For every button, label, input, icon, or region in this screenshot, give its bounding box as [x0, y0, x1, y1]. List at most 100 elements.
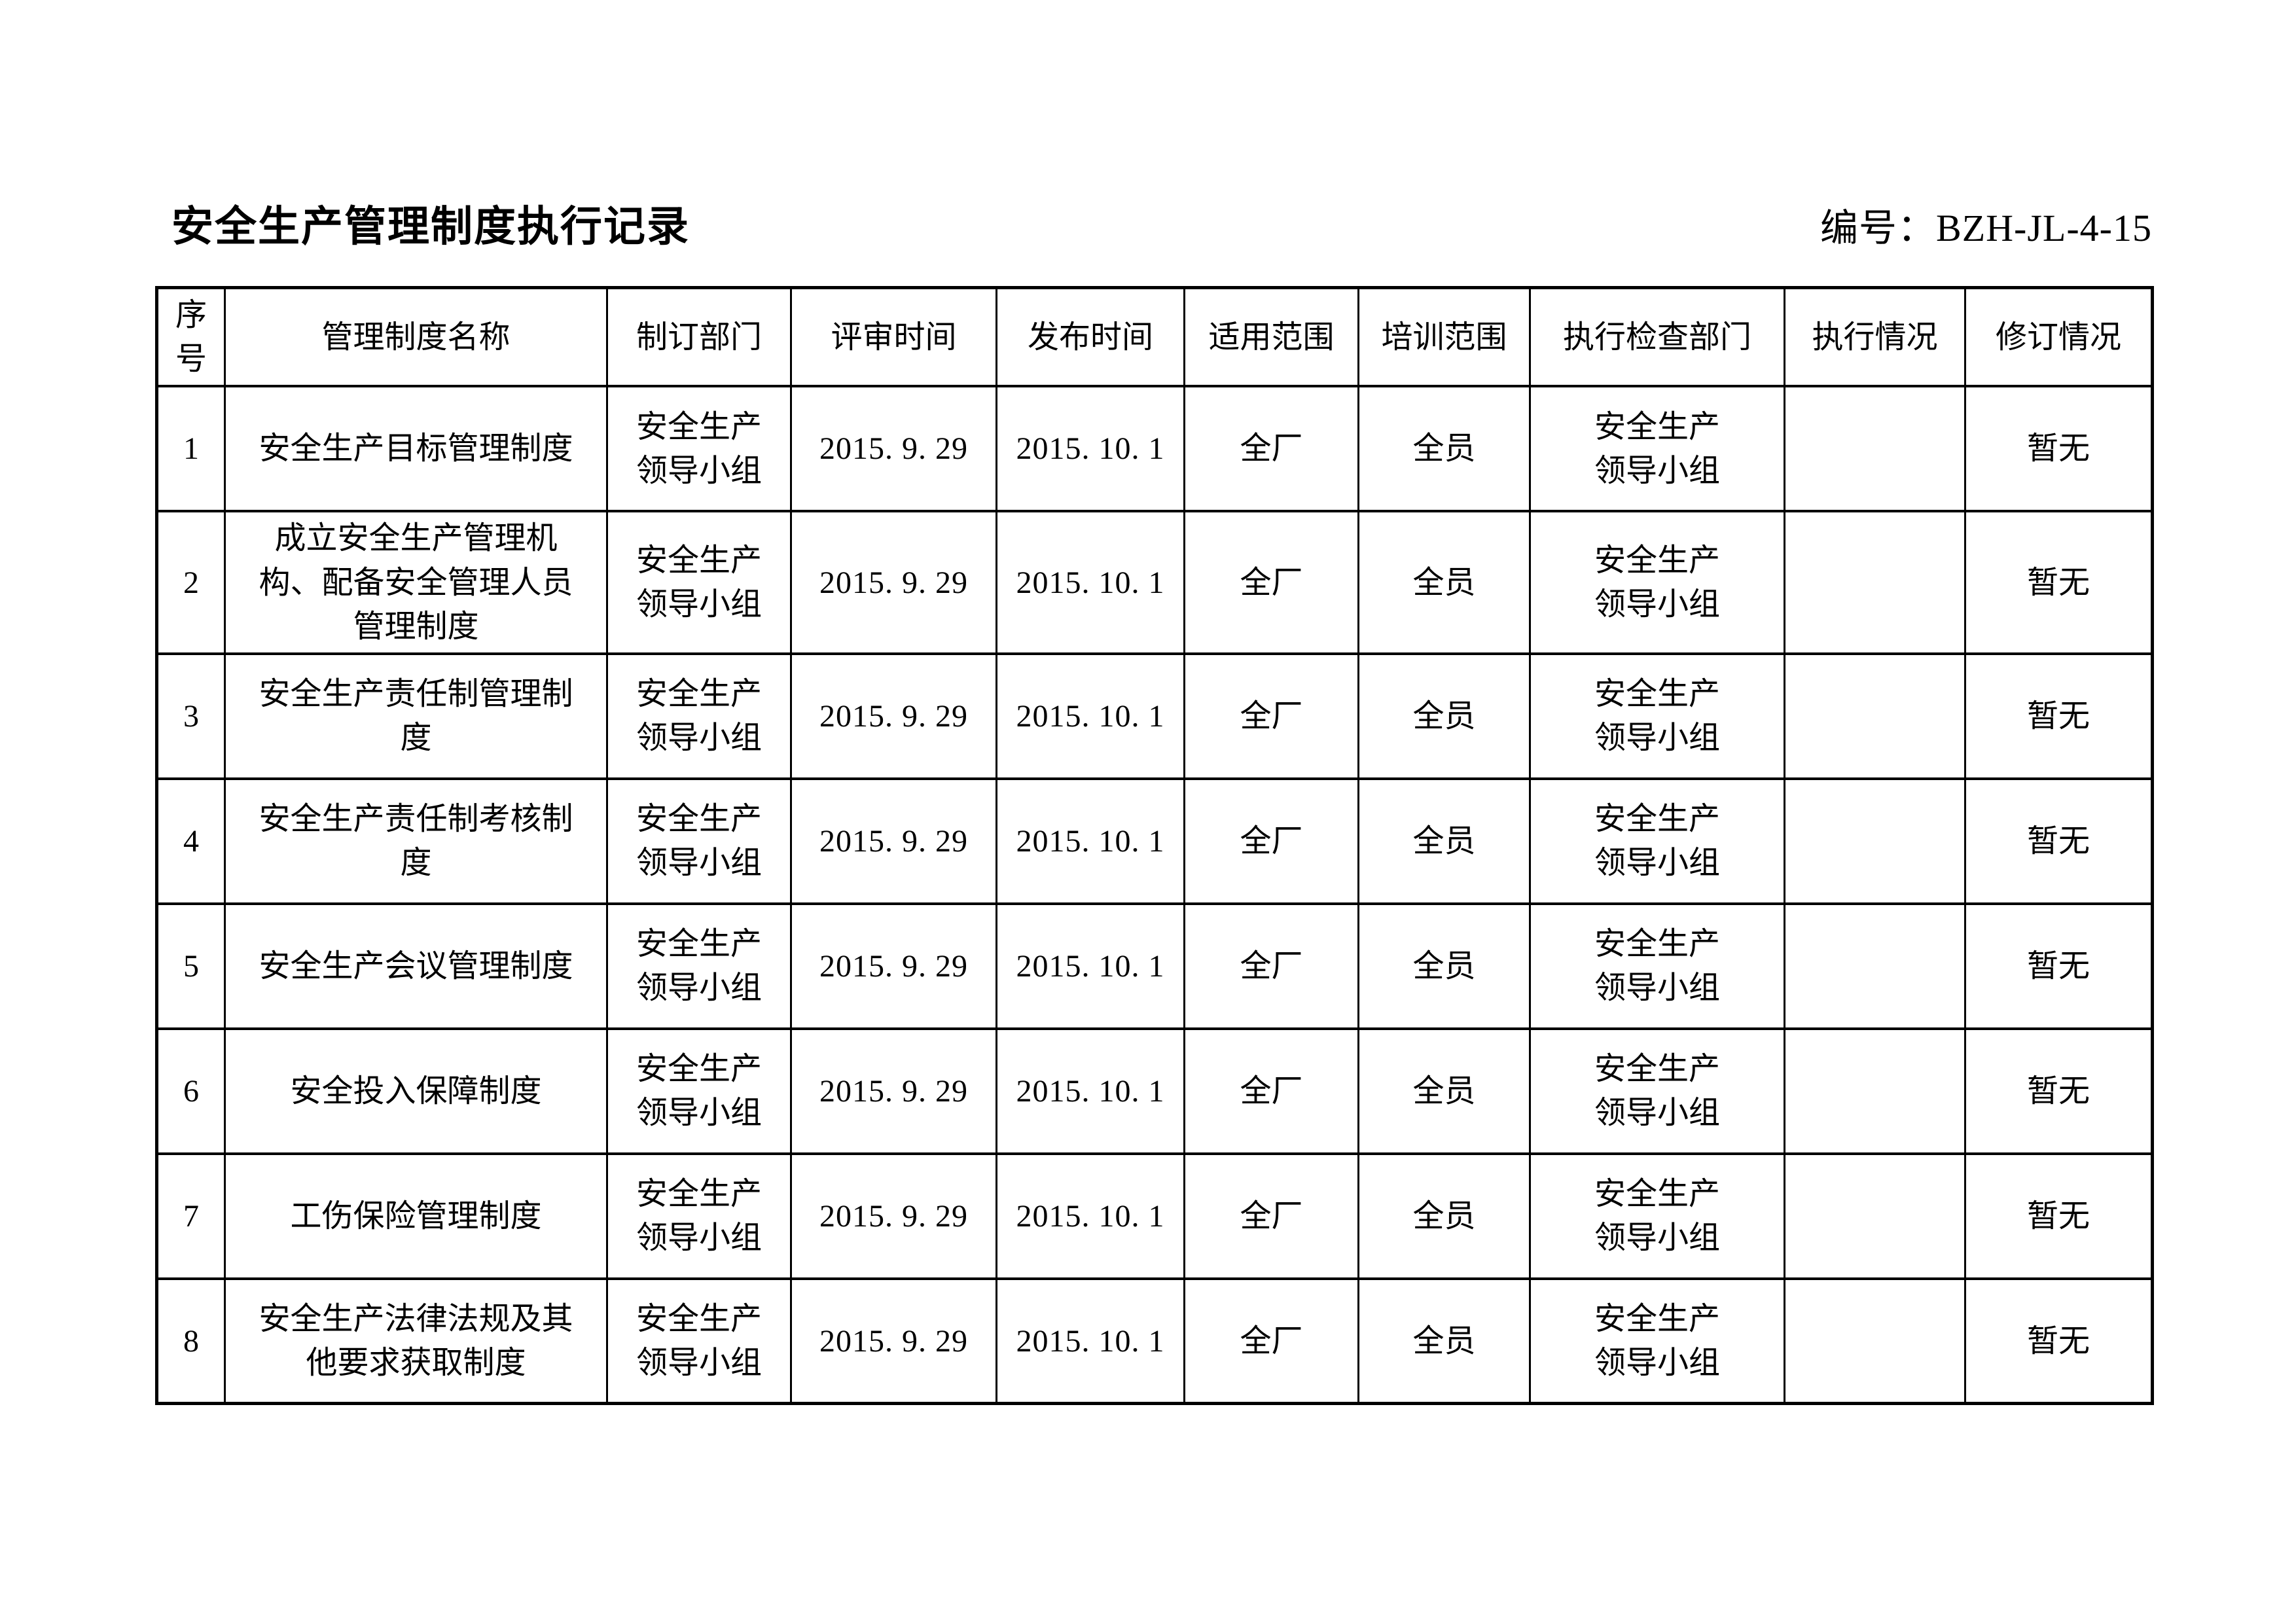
cell-revision-status: 暂无	[1964, 652, 2153, 780]
cell-training-scope: 全员	[1357, 902, 1531, 1030]
cell-training-scope: 全员	[1357, 777, 1531, 905]
column-header-name: 管理制度名称	[224, 286, 608, 388]
table-row: 3 安全生产责任制管理制 度 安全生产 领导小组 2015. 9. 29 201…	[156, 652, 2153, 780]
cell-dept: 安全生产 领导小组	[606, 510, 792, 655]
cell-inspect-dept: 安全生产 领导小组	[1529, 1027, 1785, 1155]
table-header-row: 序 号 管理制度名称 制订部门 评审时间 发布时间 适用范围 培训范围 执行检查…	[156, 286, 2153, 388]
cell-training-scope: 全员	[1357, 1027, 1531, 1155]
table-row: 6 安全投入保障制度 安全生产 领导小组 2015. 9. 29 2015. 1…	[156, 1027, 2153, 1155]
cell-publish-time: 2015. 10. 1	[996, 1152, 1185, 1280]
cell-training-scope: 全员	[1357, 510, 1531, 655]
column-header-training-scope: 培训范围	[1357, 286, 1531, 388]
cell-name: 工伤保险管理制度	[224, 1152, 608, 1280]
cell-scope: 全厂	[1183, 777, 1359, 905]
cell-scope: 全厂	[1183, 385, 1359, 513]
cell-dept: 安全生产 领导小组	[606, 1152, 792, 1280]
cell-training-scope: 全员	[1357, 652, 1531, 780]
cell-publish-time: 2015. 10. 1	[996, 385, 1185, 513]
cell-inspect-dept: 安全生产 领导小组	[1529, 902, 1785, 1030]
cell-name: 安全生产会议管理制度	[224, 902, 608, 1030]
cell-execution-status	[1784, 902, 1966, 1030]
cell-revision-status: 暂无	[1964, 1277, 2153, 1405]
cell-review-time: 2015. 9. 29	[790, 510, 997, 655]
cell-review-time: 2015. 9. 29	[790, 385, 997, 513]
cell-scope: 全厂	[1183, 1277, 1359, 1405]
cell-publish-time: 2015. 10. 1	[996, 902, 1185, 1030]
cell-serial: 6	[156, 1027, 226, 1155]
column-header-inspect-dept: 执行检查部门	[1529, 286, 1785, 388]
column-header-scope: 适用范围	[1183, 286, 1359, 388]
cell-dept: 安全生产 领导小组	[606, 777, 792, 905]
cell-dept: 安全生产 领导小组	[606, 1027, 792, 1155]
column-header-dept: 制订部门	[606, 286, 792, 388]
cell-serial: 8	[156, 1277, 226, 1405]
cell-name: 安全投入保障制度	[224, 1027, 608, 1155]
cell-training-scope: 全员	[1357, 1277, 1531, 1405]
cell-serial: 5	[156, 902, 226, 1030]
cell-inspect-dept: 安全生产 领导小组	[1529, 777, 1785, 905]
cell-publish-time: 2015. 10. 1	[996, 1277, 1185, 1405]
cell-scope: 全厂	[1183, 1152, 1359, 1280]
cell-execution-status	[1784, 1152, 1966, 1280]
cell-inspect-dept: 安全生产 领导小组	[1529, 652, 1785, 780]
cell-execution-status	[1784, 385, 1966, 513]
cell-inspect-dept: 安全生产 领导小组	[1529, 1152, 1785, 1280]
cell-revision-status: 暂无	[1964, 1027, 2153, 1155]
column-header-publish-time: 发布时间	[996, 286, 1185, 388]
cell-training-scope: 全员	[1357, 385, 1531, 513]
table-row: 5 安全生产会议管理制度 安全生产 领导小组 2015. 9. 29 2015.…	[156, 902, 2153, 1030]
table-row: 1 安全生产目标管理制度 安全生产 领导小组 2015. 9. 29 2015.…	[156, 385, 2153, 513]
cell-review-time: 2015. 9. 29	[790, 652, 997, 780]
table-row: 8 安全生产法律法规及其 他要求获取制度 安全生产 领导小组 2015. 9. …	[156, 1277, 2153, 1405]
cell-inspect-dept: 安全生产 领导小组	[1529, 510, 1785, 655]
cell-review-time: 2015. 9. 29	[790, 777, 997, 905]
cell-publish-time: 2015. 10. 1	[996, 777, 1185, 905]
cell-publish-time: 2015. 10. 1	[996, 1027, 1185, 1155]
cell-publish-time: 2015. 10. 1	[996, 510, 1185, 655]
records-table: 序 号 管理制度名称 制订部门 评审时间 发布时间 适用范围 培训范围 执行检查…	[155, 286, 2154, 1406]
column-header-execution-status: 执行情况	[1784, 286, 1966, 388]
cell-name: 安全生产责任制管理制 度	[224, 652, 608, 780]
cell-revision-status: 暂无	[1964, 385, 2153, 513]
table-row: 4 安全生产责任制考核制 度 安全生产 领导小组 2015. 9. 29 201…	[156, 777, 2153, 905]
cell-revision-status: 暂无	[1964, 777, 2153, 905]
column-header-serial: 序 号	[156, 286, 226, 388]
cell-scope: 全厂	[1183, 1027, 1359, 1155]
cell-execution-status	[1784, 652, 1966, 780]
cell-scope: 全厂	[1183, 902, 1359, 1030]
cell-review-time: 2015. 9. 29	[790, 902, 997, 1030]
cell-revision-status: 暂无	[1964, 1152, 2153, 1280]
column-header-revision-status: 修订情况	[1964, 286, 2153, 388]
cell-serial: 1	[156, 385, 226, 513]
cell-scope: 全厂	[1183, 510, 1359, 655]
cell-name: 安全生产法律法规及其 他要求获取制度	[224, 1277, 608, 1405]
cell-review-time: 2015. 9. 29	[790, 1152, 997, 1280]
cell-execution-status	[1784, 510, 1966, 655]
cell-execution-status	[1784, 777, 1966, 905]
page-title: 安全生产管理制度执行记录	[171, 204, 690, 250]
cell-dept: 安全生产 领导小组	[606, 1277, 792, 1405]
cell-name: 成立安全生产管理机 构、配备安全管理人员 管理制度	[224, 510, 608, 655]
cell-inspect-dept: 安全生产 领导小组	[1529, 1277, 1785, 1405]
cell-revision-status: 暂无	[1964, 510, 2153, 655]
table-row: 2 成立安全生产管理机 构、配备安全管理人员 管理制度 安全生产 领导小组 20…	[156, 510, 2153, 655]
cell-name: 安全生产责任制考核制 度	[224, 777, 608, 905]
cell-serial: 7	[156, 1152, 226, 1280]
cell-serial: 2	[156, 510, 226, 655]
cell-publish-time: 2015. 10. 1	[996, 652, 1185, 780]
doc-number: 编号：BZH-JL-4-15	[1820, 207, 2152, 249]
cell-revision-status: 暂无	[1964, 902, 2153, 1030]
cell-review-time: 2015. 9. 29	[790, 1277, 997, 1405]
cell-execution-status	[1784, 1027, 1966, 1155]
cell-training-scope: 全员	[1357, 1152, 1531, 1280]
document-header: 安全生产管理制度执行记录 编号：BZH-JL-4-15	[171, 204, 2152, 250]
column-header-review-time: 评审时间	[790, 286, 997, 388]
cell-serial: 3	[156, 652, 226, 780]
cell-name: 安全生产目标管理制度	[224, 385, 608, 513]
cell-dept: 安全生产 领导小组	[606, 652, 792, 780]
cell-execution-status	[1784, 1277, 1966, 1405]
cell-dept: 安全生产 领导小组	[606, 385, 792, 513]
cell-dept: 安全生产 领导小组	[606, 902, 792, 1030]
cell-scope: 全厂	[1183, 652, 1359, 780]
